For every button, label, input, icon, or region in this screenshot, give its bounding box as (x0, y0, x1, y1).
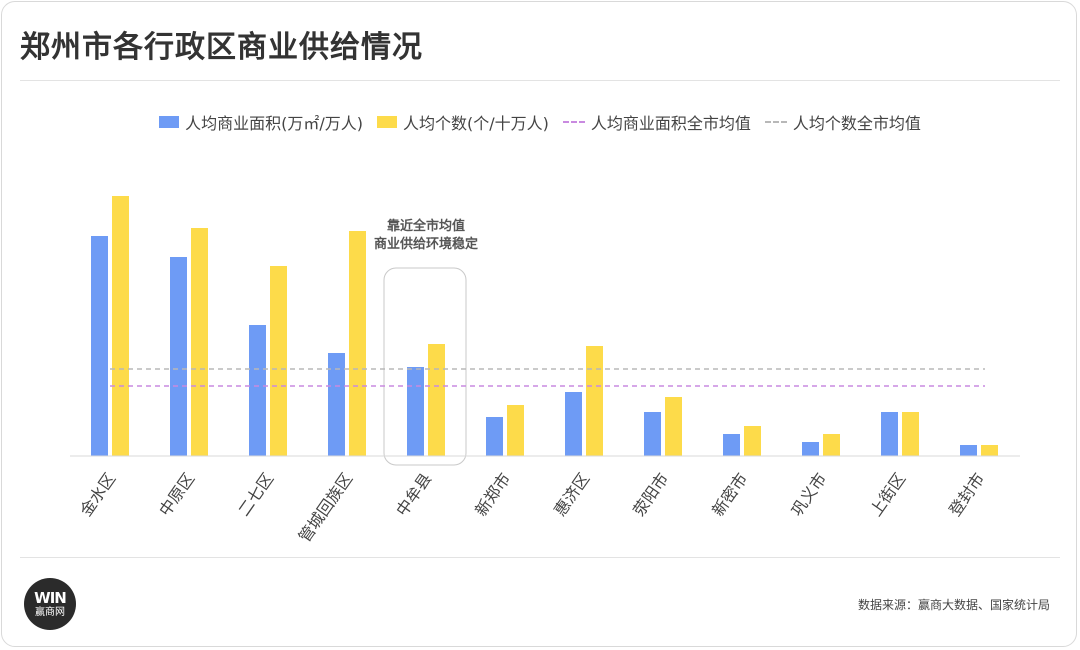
bar-area-4 (328, 353, 345, 456)
bar-count-7 (586, 346, 603, 456)
legend-label-area: 人均商业面积(万㎡/万人) (185, 114, 363, 133)
legend-swatch-area (159, 116, 180, 128)
legend-label-count-average: 人均个数全市均值 (792, 114, 921, 133)
page-title: 郑州市各行政区商业供给情况 (20, 30, 423, 65)
bar-count-10 (823, 434, 840, 456)
bar-area-12 (960, 445, 977, 456)
annotation-text-line-2: 商业供给环境稳定 (374, 236, 478, 252)
legend-item-area: 人均商业面积(万㎡/万人) (159, 110, 363, 134)
x-tick-label-4: 管城回族区 (295, 469, 356, 545)
x-tick-label-11: 上街区 (866, 469, 909, 519)
bar-count-11 (902, 412, 919, 456)
bar-count-12 (981, 445, 998, 456)
bar-count-4 (349, 231, 366, 456)
annotation-text-line-1: 靠近全市均值 (387, 218, 465, 234)
x-tick-label-5: 中牟县 (392, 469, 435, 519)
bar-count-3 (270, 266, 287, 456)
bar-count-8 (665, 397, 682, 456)
bar-area-9 (723, 434, 740, 456)
x-tick-label-3: 二七区 (234, 469, 277, 519)
x-tick-label-12: 登封市 (945, 469, 988, 519)
legend-item-count-average: 人均个数全市均值 (764, 110, 921, 134)
brand-logo: WIN 赢商网 (24, 578, 76, 630)
legend-swatch-count (376, 116, 397, 128)
bar-area-6 (486, 417, 503, 456)
x-tick-label-9: 新密市 (708, 469, 751, 519)
legend-item-count: 人均个数(个/十万人) (376, 110, 549, 134)
legend-label-area-average: 人均商业面积全市均值 (590, 114, 751, 133)
data-source: 数据来源：赢商大数据、国家统计局 (857, 598, 1050, 612)
bar-count-2 (191, 228, 208, 456)
annotation-highlight-box (383, 267, 467, 466)
bar-count-1 (112, 196, 129, 456)
x-tick-label-7: 惠济区 (550, 469, 593, 519)
logo-text: 赢商网 (35, 606, 65, 618)
bar-area-2 (170, 257, 187, 456)
bar-area-1 (91, 236, 108, 456)
legend-dash-count-average (764, 121, 787, 123)
bar-area-5 (407, 367, 424, 456)
x-tick-label-6: 新郑市 (471, 469, 514, 519)
legend-item-area-average: 人均商业面积全市均值 (562, 110, 751, 134)
legend-label-count: 人均个数(个/十万人) (402, 114, 549, 133)
bar-area-7 (565, 392, 582, 456)
legend-dash-area-average (562, 121, 585, 123)
chart-legend: 人均商业面积(万㎡/万人) 人均个数(个/十万人) 人均商业面积全市均值 人均个… (0, 106, 1080, 138)
bar-area-10 (802, 442, 819, 456)
x-tick-label-10: 巩义市 (787, 469, 830, 519)
x-tick-label-2: 中原区 (155, 469, 198, 519)
x-tick-label-1: 金水区 (76, 469, 119, 519)
bar-count-6 (507, 405, 524, 456)
bar-count-5 (428, 344, 445, 456)
title-divider (20, 80, 1060, 81)
bar-area-8 (644, 412, 661, 456)
x-tick-label-8: 荥阳市 (629, 469, 672, 519)
bar-count-9 (744, 426, 761, 456)
logo-mark: WIN (34, 588, 67, 607)
bar-area-11 (881, 412, 898, 456)
bar-area-3 (249, 325, 266, 456)
footer-divider (20, 557, 1060, 558)
